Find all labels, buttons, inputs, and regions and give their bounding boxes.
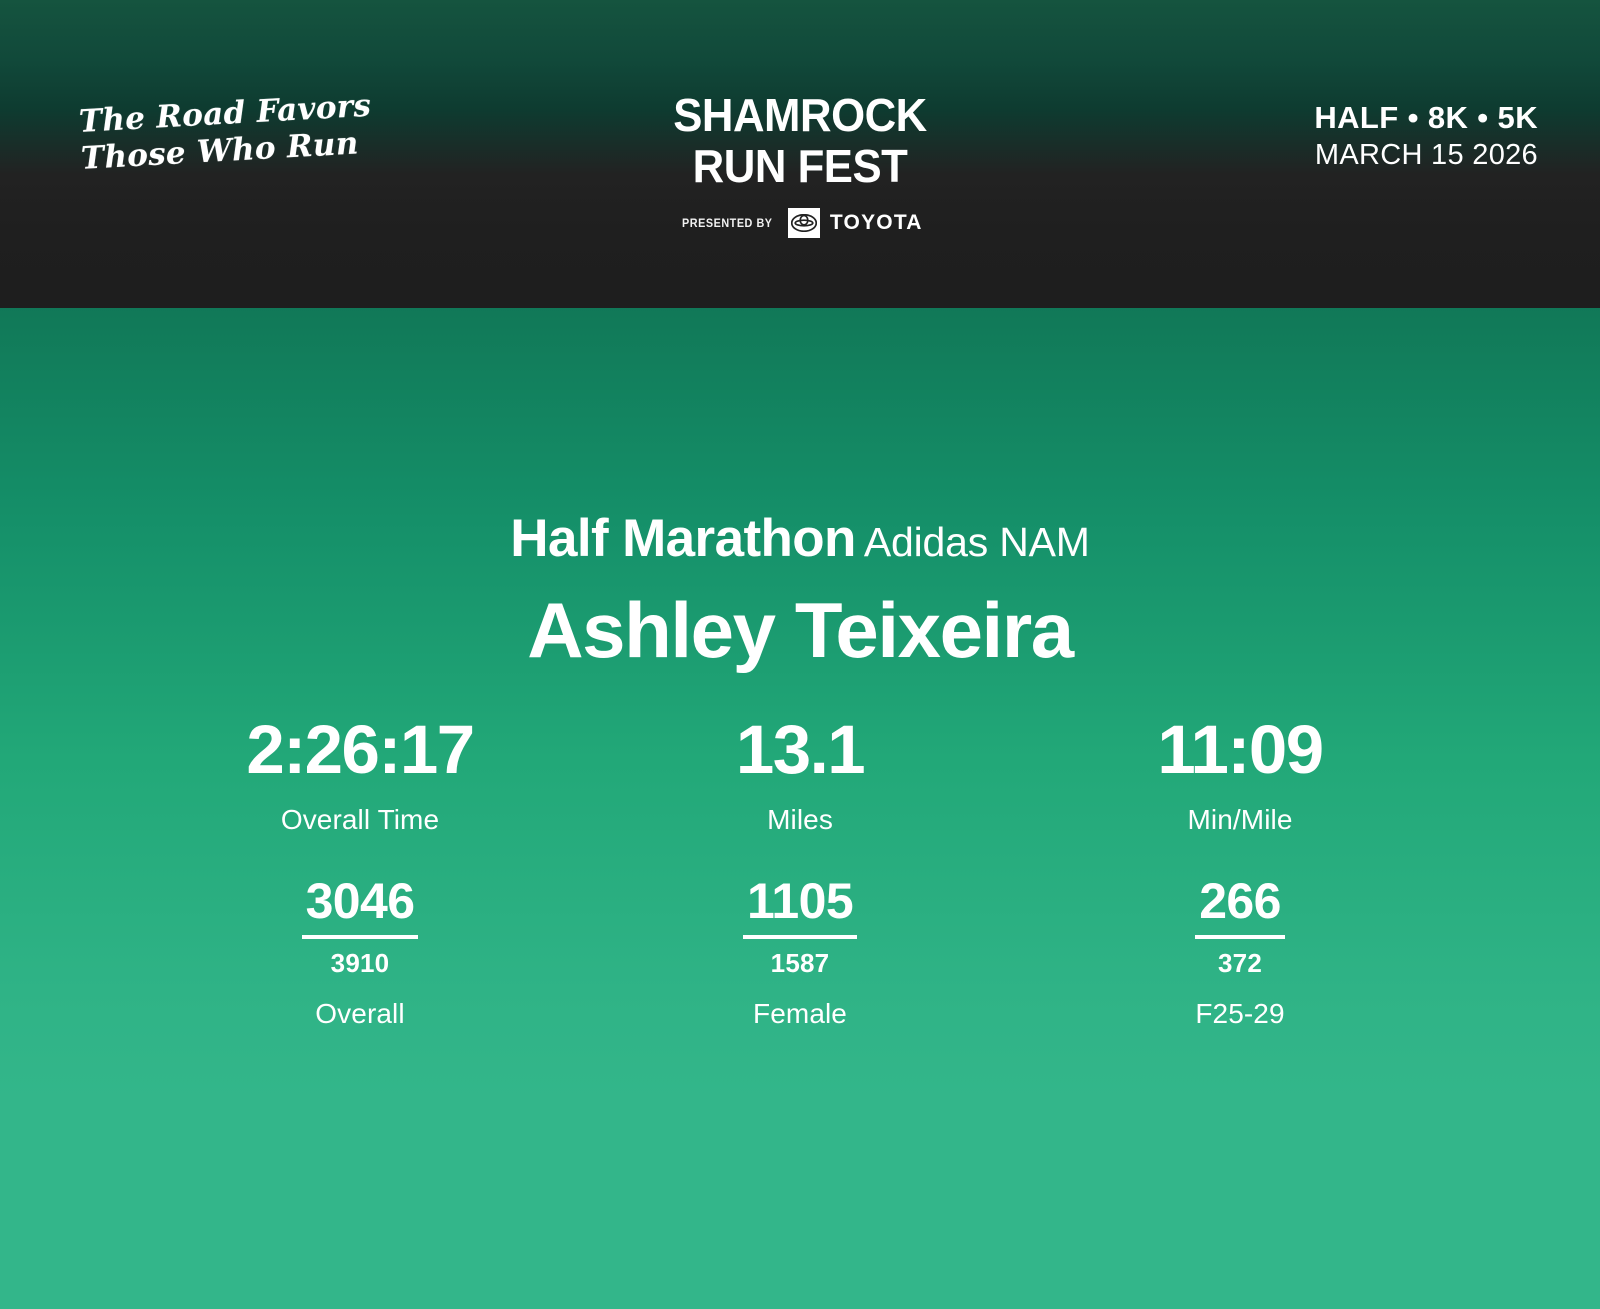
event-header: The Road Favors Those Who Run SHAMROCK R… xyxy=(0,0,1600,308)
stat-label: Overall Time xyxy=(280,804,440,835)
toyota-emblem-icon xyxy=(787,208,820,238)
ranking-label: Overall xyxy=(315,998,405,1029)
result-body: Half Marathon Adidas NAM Ashley Teixeira … xyxy=(0,308,1600,1028)
stat-value: 13.1 xyxy=(735,711,866,788)
race-distances: HALF • 8K • 5K xyxy=(1314,100,1538,135)
stat-value: 2:26:17 xyxy=(246,711,475,788)
stat-miles: 13.1 Miles xyxy=(580,715,1020,834)
ranking-age-group: 266 372 F25-29 xyxy=(1020,876,1460,1028)
stat-min-per-mile: 11:09 Min/Mile xyxy=(1020,715,1460,834)
race-date: MARCH 15 2026 xyxy=(1314,139,1538,171)
event-division: Adidas NAM xyxy=(863,519,1090,565)
event-name: Half Marathon xyxy=(510,509,856,568)
ranking-fraction: 3046 3910 xyxy=(301,873,419,978)
presenting-sponsor: PRESENTED BY TOYOTA xyxy=(540,208,1060,238)
stat-value: 11:09 xyxy=(1157,711,1324,788)
stat-label: Min/Mile xyxy=(1187,804,1293,835)
runner-name: Ashley Teixeira xyxy=(527,586,1074,674)
ranking-label: F25-29 xyxy=(1195,998,1285,1029)
rankings-row: 3046 3910 Overall 1105 1587 Female 266 xyxy=(0,876,1600,1028)
stats-row: 2:26:17 Overall Time 13.1 Miles 11:09 Mi… xyxy=(0,715,1600,834)
presented-by-label: PRESENTED BY xyxy=(682,216,773,230)
ranking-overall: 3046 3910 Overall xyxy=(140,876,580,1028)
ranking-label: Female xyxy=(753,998,847,1029)
stat-overall-time: 2:26:17 Overall Time xyxy=(140,715,580,834)
ranking-place: 266 xyxy=(1199,873,1281,929)
race-info: HALF • 8K • 5K MARCH 15 2026 xyxy=(1314,100,1538,172)
ranking-place: 1105 xyxy=(746,873,854,929)
event-line: Half Marathon Adidas NAM xyxy=(0,512,1600,565)
stat-label: Miles xyxy=(767,804,833,835)
ranking-total: 3910 xyxy=(330,948,390,978)
event-logo: SHAMROCK RUN FEST PRESENTED BY TOYOTA xyxy=(540,92,1060,238)
fraction-divider xyxy=(742,935,858,939)
sponsor-name: TOYOTA xyxy=(829,211,923,234)
fraction-divider xyxy=(1195,935,1285,939)
ranking-fraction: 266 372 xyxy=(1195,876,1285,976)
ranking-place: 3046 xyxy=(305,873,415,929)
logo-line-1: SHAMROCK xyxy=(673,89,927,141)
logo-line-2: RUN FEST xyxy=(692,140,908,192)
ranking-total: 372 xyxy=(1218,948,1262,978)
ranking-total: 1587 xyxy=(770,948,830,978)
ranking-fraction: 1105 1587 xyxy=(742,873,858,978)
result-title-block: Half Marathon Adidas NAM Ashley Teixeira xyxy=(0,308,1600,669)
event-tagline: The Road Favors Those Who Run xyxy=(78,87,373,177)
ranking-female: 1105 1587 Female xyxy=(580,876,1020,1028)
fraction-divider xyxy=(301,935,419,939)
